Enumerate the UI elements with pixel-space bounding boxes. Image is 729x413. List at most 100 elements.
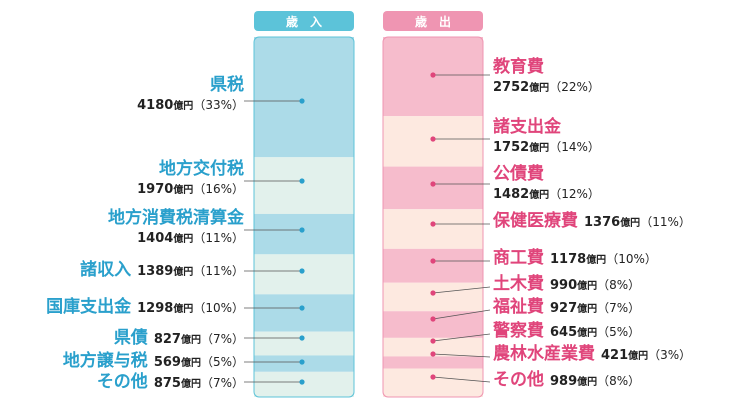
expenditure-segment [383,311,483,338]
expenditure-leader [432,333,491,342]
expenditure-value-label: 990 [550,278,578,293]
expenditure-category-label: 保健医療費 [493,211,578,231]
revenue-percent-label: （11%） [193,231,244,245]
expenditure-dot [430,181,436,187]
expenditure-leader [432,286,491,294]
revenue-amount-block: 1970億円（16%） [137,180,244,199]
expenditure-label-block: 保健医療費 1376億円（11%） [493,211,691,234]
revenue-category-label: 地方交付税 [159,159,244,179]
revenue-value-label: 1404 [137,231,174,246]
expenditure-header: 歳 出 [415,14,451,29]
revenue-dot [299,305,305,311]
revenue-category-label: その他 [96,372,148,392]
expenditure-segment [383,248,483,283]
revenue-percent-label: （33%） [193,98,244,112]
expenditure-percent-label: （8%） [597,278,641,292]
expenditure-unit-label: 億円 [628,351,649,362]
revenue-unit-label: 億円 [173,185,194,196]
expenditure-segment [383,166,483,210]
expenditure-percent-label: （7%） [597,301,641,315]
expenditure-value-label: 1376 [584,215,621,230]
expenditure-bar-outline [382,36,484,398]
expenditure-dot [430,338,436,344]
revenue-segment [254,254,354,295]
revenue-name-block: 地方消費税清算金 [108,209,244,227]
expenditure-segment [383,337,483,357]
expenditure-unit-label: 億円 [577,377,598,388]
revenue-category-label: 諸収入 [80,260,132,280]
expenditure-dot [430,374,436,380]
expenditure-category-label: 商工費 [493,248,544,268]
revenue-category-label: 地方消費税清算金 [108,208,244,228]
expenditure-dot [430,290,436,296]
expenditure-value-label: 2752 [493,80,530,95]
revenue-unit-label: 億円 [173,267,194,278]
expenditure-value-label: 1482 [493,187,530,202]
revenue-dot [299,227,305,233]
expenditure-percent-label: （3%） [648,348,692,362]
revenue-percent-label: （7%） [200,332,244,346]
revenue-value-label: 827 [153,332,181,347]
revenue-segment [254,37,354,158]
expenditure-leader [432,309,491,320]
revenue-dot [299,178,305,184]
revenue-value-label: 1389 [137,264,174,279]
revenue-segment [254,213,354,255]
expenditure-segment [383,368,483,397]
expenditure-percent-label: （11%） [640,215,691,229]
revenue-percent-label: （11%） [193,264,244,278]
expenditure-dot [430,72,436,78]
expenditure-segment [383,209,483,249]
revenue-unit-label: 億円 [180,335,201,346]
expenditure-unit-label: 億円 [586,255,607,266]
revenue-percent-label: （5%） [200,355,244,369]
expenditure-unit-label: 億円 [577,328,598,339]
expenditure-label-block: 農林水産業費 421億円（3%） [493,344,691,367]
revenue-value-label: 1298 [137,301,174,316]
expenditure-category-label: 公債費 [493,164,544,184]
expenditure-unit-label: 億円 [577,304,598,315]
revenue-unit-label: 億円 [180,379,201,390]
expenditure-dot [430,351,436,357]
expenditure-amount-block: 1482億円（12%） [493,185,600,204]
expenditure-value-label: 645 [550,325,578,340]
expenditure-percent-label: （5%） [597,325,641,339]
expenditure-unit-label: 億円 [529,190,550,201]
expenditure-header-bg [383,11,483,31]
expenditure-percent-label: （14%） [549,140,600,154]
expenditure-label-block: 警察費 645億円（5%） [493,321,640,344]
revenue-dot [299,359,305,365]
expenditure-category-label: 農林水産業費 [493,344,595,364]
revenue-segment [254,331,354,356]
expenditure-dot [430,258,436,264]
revenue-percent-label: （16%） [193,182,244,196]
revenue-header-bg [254,11,354,31]
revenue-value-label: 875 [153,376,181,391]
revenue-segment [254,157,354,214]
expenditure-leader [432,353,491,358]
expenditure-label-block: 商工費 1178億円（10%） [493,248,657,271]
expenditure-name-block: 教育費 [493,58,544,76]
expenditure-value-label: 1752 [493,140,530,155]
expenditure-value-label: 989 [550,374,578,389]
revenue-header: 歳 入 [286,14,322,29]
revenue-segment [254,294,354,332]
expenditure-category-label: 警察費 [493,321,544,341]
revenue-unit-label: 億円 [173,101,194,112]
expenditure-category-label: その他 [493,370,544,390]
expenditure-leader [432,376,491,383]
expenditure-value-label: 1178 [550,252,587,267]
revenue-amount-block: 1404億円（11%） [137,229,244,248]
expenditure-value-label: 927 [550,301,578,316]
expenditure-unit-label: 億円 [577,281,598,292]
revenue-unit-label: 億円 [173,234,194,245]
revenue-dot [299,268,305,274]
revenue-name-block: 地方交付税 [159,160,244,178]
expenditure-label-block: 土木費 990億円（8%） [493,274,640,297]
revenue-label-block: 地方譲与税 569億円（5%） [63,351,244,374]
expenditure-category-label: 土木費 [493,274,544,294]
expenditure-amount-block: 2752億円（22%） [493,78,600,97]
expenditure-label-block: 福祉費 927億円（7%） [493,297,640,320]
